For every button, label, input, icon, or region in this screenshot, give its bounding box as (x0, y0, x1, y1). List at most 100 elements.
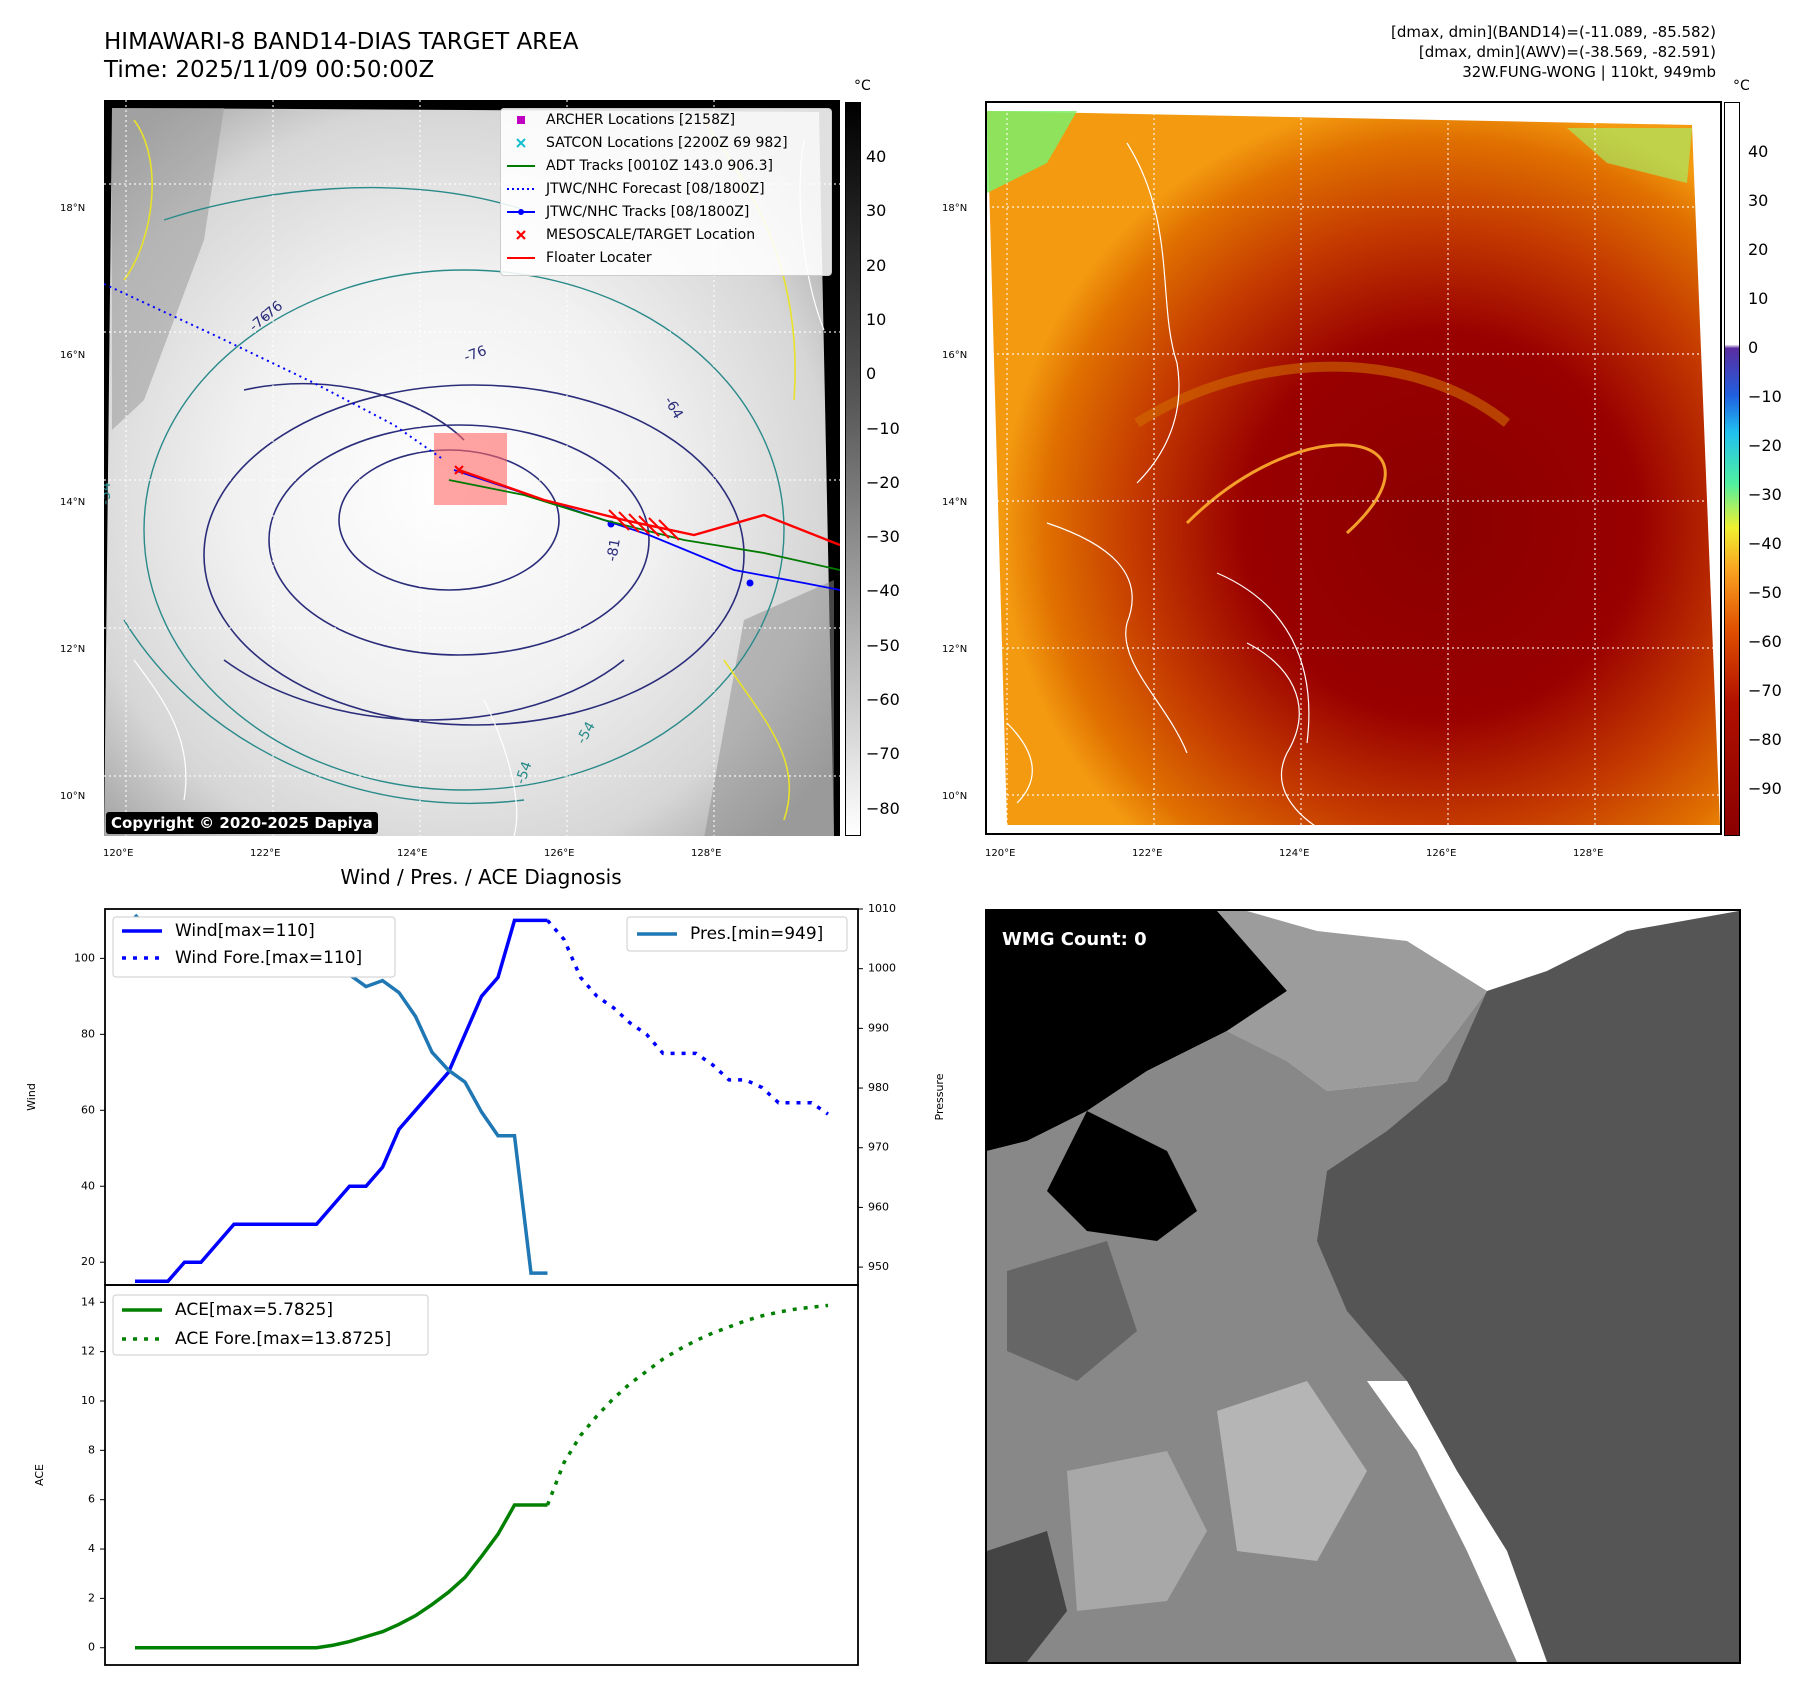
legend-forecast: JTWC/NHC Forecast [08/1800Z] (546, 181, 765, 197)
colorbar-tick-label: 20 (1748, 240, 1769, 259)
awv-map-image (987, 103, 1720, 833)
colorbar-tick-label: −70 (1748, 681, 1782, 700)
legend-adt: ADT Tracks [0010Z 143.0 906.3] (546, 158, 773, 174)
diagnosis-title: Wind / Pres. / ACE Diagnosis (340, 865, 622, 889)
colorbar-tick-label: 10 (866, 309, 887, 329)
legend-ace-fore-label: ACE Fore.[max=13.8725] (175, 1329, 391, 1349)
ace-legend-box (112, 1294, 429, 1356)
lon-label: 128°E (1573, 848, 1604, 859)
target-marker-icon (516, 230, 526, 240)
lat-label: 14°N (60, 497, 86, 508)
legend-tracks: JTWC/NHC Tracks [08/1800Z] (546, 204, 750, 220)
colorbar-tick-label: 20 (866, 255, 887, 275)
colorbar-tick-label: −20 (1748, 436, 1782, 455)
pressure-tick-label: 970 (868, 1141, 889, 1154)
ace-tick-label: 10 (81, 1394, 95, 1407)
colorbar-tick-label: 0 (1748, 338, 1759, 357)
lat-label: 10°N (60, 791, 86, 802)
lon-label: 120°E (103, 848, 134, 859)
ir-map-panel: -76 -76 -76 -64 -81 -54 -54 -54 ARCHER L… (104, 100, 840, 836)
pressure-tick-label: 980 (868, 1081, 889, 1094)
legend-wind-label: Wind[max=110] (175, 921, 315, 941)
pressure-tick-label: 960 (868, 1200, 889, 1213)
series-line-wind (135, 918, 548, 1283)
lon-label: 128°E (691, 848, 722, 859)
series-line-ace (135, 1503, 548, 1650)
colorbar-tick-label: −60 (866, 690, 900, 709)
colorbar-tick-label: 10 (1748, 289, 1769, 308)
lat-label: 12°N (60, 644, 86, 655)
pressure-legend-box (626, 916, 848, 952)
satcon-marker-icon (516, 138, 526, 148)
contour-label: -81 (604, 537, 624, 562)
lon-label: 122°E (1132, 848, 1163, 859)
wmg-image (987, 911, 1739, 1662)
pressure-tick-label: 1000 (868, 962, 896, 975)
legend-satcon: SATCON Locations [2200Z 69 982] (546, 135, 788, 151)
colorbar-tick-label: −10 (1748, 387, 1782, 406)
colorbar-tick-label: −80 (866, 798, 900, 818)
colorbar-left (845, 102, 861, 836)
ace-panel-frame (104, 1284, 859, 1666)
colorbar-tick-label: −50 (866, 635, 900, 655)
legend-pressure-label: Pres.[min=949] (690, 924, 823, 944)
copyright-label: Copyright © 2020-2025 Dapiya (106, 812, 378, 834)
lon-label: 124°E (1279, 848, 1310, 859)
lat-label: 16°N (942, 350, 968, 361)
lon-label: 120°E (985, 848, 1016, 859)
wind-tick-label: 60 (81, 1103, 95, 1116)
colorbar-tick-label: 40 (1748, 142, 1769, 161)
ace-tick-label: 6 (88, 1493, 95, 1506)
wind-tick-label: 100 (74, 951, 95, 964)
contour-label: -54 (513, 759, 536, 786)
legend-markers (507, 116, 535, 259)
ace-tick-label: 2 (88, 1591, 95, 1604)
series-line-ace-fore- (545, 1303, 829, 1506)
colorbar-tick-label: −50 (1748, 583, 1782, 602)
pressure-tick-label: 1010 (868, 902, 896, 915)
ace-axis-label: ACE (33, 1464, 46, 1486)
lat-label: 10°N (942, 791, 968, 802)
lat-label: 16°N (60, 350, 86, 361)
colorbar-tick-label: −40 (866, 581, 900, 601)
lat-label: 14°N (942, 497, 968, 508)
legend-floater: Floater Locater (546, 250, 652, 266)
colorbar-tick-label: −30 (1748, 485, 1782, 504)
colorbar-right-unit: °C (1733, 78, 1750, 94)
colorbar-tick-label: −70 (866, 744, 900, 764)
colorbar-tick-label: 30 (1748, 191, 1769, 210)
ace-tick-label: 12 (81, 1345, 95, 1358)
contour-label: -76 (462, 343, 489, 366)
legend-archer: ARCHER Locations [2158Z] (546, 112, 736, 128)
title-line-1: HIMAWARI-8 BAND14-DIAS TARGET AREA (104, 29, 579, 55)
pressure-tick-label: 990 (868, 1021, 889, 1034)
legend-wind-fore-label: Wind Fore.[max=110] (175, 948, 362, 968)
legend-target: MESOSCALE/TARGET Location (546, 227, 756, 243)
colorbar-tick-label: 30 (866, 201, 887, 221)
colorbar-tick-label: −60 (1748, 632, 1782, 651)
colorbar-tick-label: −30 (866, 527, 900, 547)
ace-tick-label: 0 (88, 1641, 95, 1654)
colorbar-tick-label: −90 (1748, 779, 1782, 798)
wind-legend-box (112, 916, 396, 978)
colorbar-tick-label: −10 (866, 418, 900, 438)
archer-marker-icon (517, 116, 525, 124)
wind-tick-label: 40 (81, 1179, 95, 1192)
colorbar-tick-label: 40 (866, 147, 887, 166)
lon-label: 124°E (397, 848, 428, 859)
map-legend: ARCHER Locations [2158Z] SATCON Location… (500, 108, 832, 276)
wind-axis-label: Wind (25, 1083, 38, 1111)
pressure-tick-label: 950 (868, 1260, 889, 1273)
contour-label: -54 (104, 482, 114, 505)
colorbar-tick-label: 0 (866, 364, 877, 384)
wind-tick-label: 80 (81, 1027, 95, 1040)
colorbar-tick-label: −20 (866, 472, 900, 492)
info-line-2: [dmax, dmin](AWV)=(-38.569, -82.591) (1418, 43, 1716, 61)
ace-tick-label: 4 (88, 1542, 95, 1555)
ace-tick-label: 14 (81, 1295, 95, 1308)
wmg-panel: WMG Count: 0 (985, 909, 1741, 1664)
lon-label: 126°E (544, 848, 575, 859)
lat-label: 12°N (942, 644, 968, 655)
lat-label: 18°N (942, 203, 968, 214)
